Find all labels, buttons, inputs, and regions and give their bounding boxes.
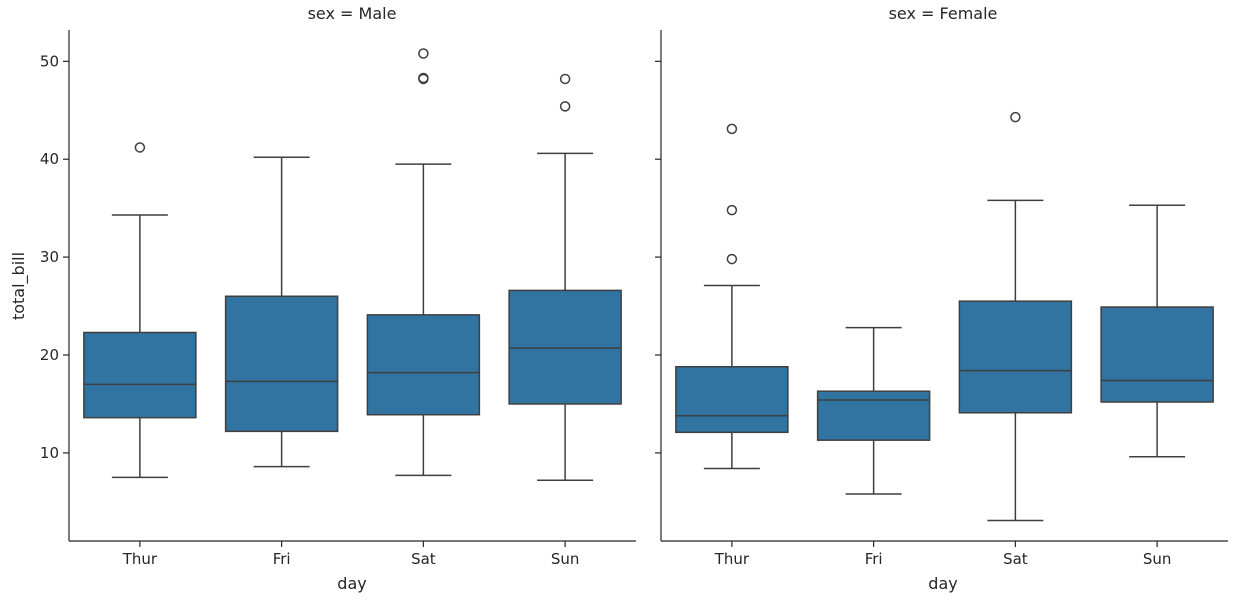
x-tick-label: Sun xyxy=(1143,550,1172,568)
box-sat xyxy=(366,48,481,477)
box-iqr xyxy=(958,300,1073,414)
x-tick-label: Sun xyxy=(551,550,580,568)
outlier-point xyxy=(134,142,146,153)
y-tick-label: 50 xyxy=(40,52,59,70)
x-axis-title-male: day xyxy=(337,574,366,593)
box-iqr xyxy=(675,366,789,434)
outlier-point xyxy=(418,72,429,84)
box-fri xyxy=(816,326,931,495)
facet-title-female: sex = Female xyxy=(889,4,998,23)
x-tick-label: Sat xyxy=(411,550,436,568)
outlier-point xyxy=(726,253,738,265)
y-tick-label: 40 xyxy=(40,150,59,168)
box-iqr xyxy=(1100,306,1214,403)
x-axis-title-female: day xyxy=(928,574,957,593)
x-tick-label: Fri xyxy=(865,550,883,568)
outlier-point xyxy=(559,73,571,85)
box-thur xyxy=(675,123,789,470)
outlier-point xyxy=(726,204,738,216)
y-axis-title: total_bill xyxy=(9,252,29,320)
outlier-point xyxy=(726,123,738,135)
box-iqr xyxy=(816,390,931,441)
y-tick-label: 20 xyxy=(40,346,59,364)
box-iqr xyxy=(224,295,339,433)
x-tick-label: Sat xyxy=(1003,550,1028,568)
box-fri xyxy=(224,156,339,468)
x-tick-label: Thur xyxy=(714,550,750,568)
facet-panel-female: sex = Female Thur Fri Sat Sun xyxy=(655,4,1228,568)
outlier-point xyxy=(418,48,429,59)
box-iqr xyxy=(83,331,197,419)
y-tick-label: 10 xyxy=(40,444,59,462)
box-sun xyxy=(508,73,622,482)
outlier-point xyxy=(1010,111,1021,123)
box-sat xyxy=(958,111,1073,522)
y-tick-label: 30 xyxy=(40,248,59,266)
x-tick-label: Thur xyxy=(122,550,158,568)
box-iqr xyxy=(508,289,622,405)
box-thur xyxy=(83,142,197,479)
box-sun xyxy=(1100,204,1214,458)
x-tick-label: Fri xyxy=(273,550,291,568)
outlier-point xyxy=(559,101,571,112)
box-iqr xyxy=(366,314,481,416)
facet-panel-male: sex = Male 10 20 30 40 50 Thur Fri Sat Sun xyxy=(40,4,636,568)
facet-title-male: sex = Male xyxy=(308,4,397,23)
